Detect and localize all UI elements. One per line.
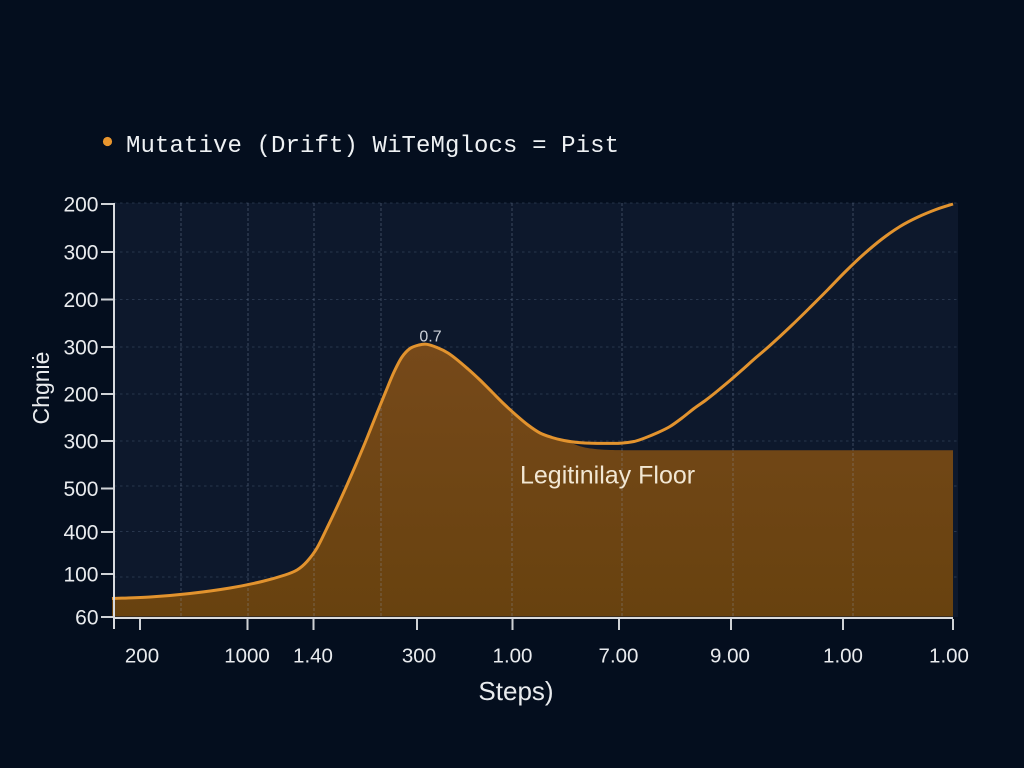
svg-text:Steps): Steps) <box>478 676 553 706</box>
svg-text:1.00: 1.00 <box>823 645 863 668</box>
svg-text:Chgniė: Chgniė <box>28 352 54 425</box>
svg-text:Legitinilay Floor: Legitinilay Floor <box>520 462 695 490</box>
svg-text:300: 300 <box>402 645 436 668</box>
svg-text:1.00: 1.00 <box>493 645 533 668</box>
svg-text:100: 100 <box>63 563 98 586</box>
svg-text:300: 300 <box>63 241 98 264</box>
svg-text:1.40: 1.40 <box>293 645 333 668</box>
svg-text:300: 300 <box>63 336 98 359</box>
svg-text:500: 500 <box>63 478 98 501</box>
svg-text:300: 300 <box>63 430 98 453</box>
svg-text:200: 200 <box>125 645 159 668</box>
svg-text:1.00: 1.00 <box>929 645 969 668</box>
svg-text:400: 400 <box>63 521 98 544</box>
svg-text:0.7: 0.7 <box>419 329 441 346</box>
svg-text:200: 200 <box>63 193 98 216</box>
svg-text:60: 60 <box>75 606 98 629</box>
svg-text:200: 200 <box>63 383 98 406</box>
svg-text:200: 200 <box>63 289 98 312</box>
svg-text:1000: 1000 <box>224 645 270 668</box>
svg-text:Mutative (Drift) WiTeMglocs =: Mutative (Drift) WiTeMglocs = Pist <box>126 133 619 160</box>
svg-text:7.00: 7.00 <box>599 645 639 668</box>
svg-text:9.00: 9.00 <box>710 645 750 668</box>
